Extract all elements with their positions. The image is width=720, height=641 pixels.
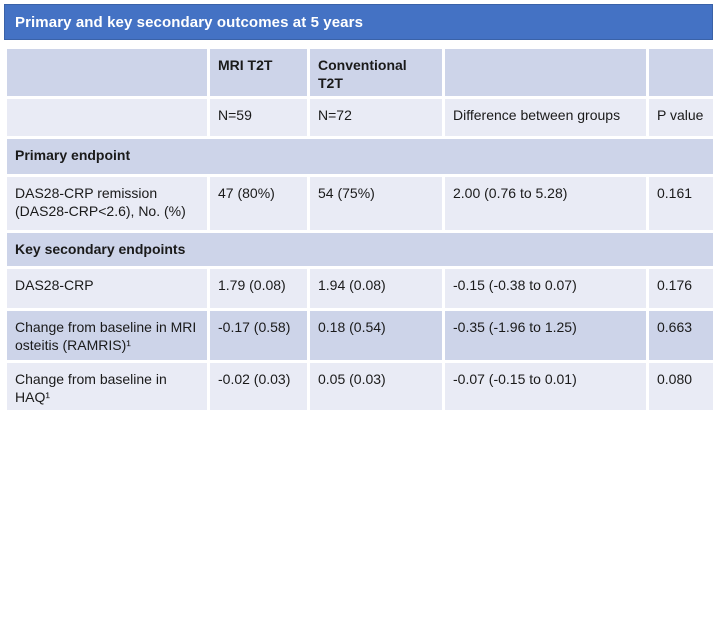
primary-endpoint-section-header: Primary endpoint <box>7 139 713 174</box>
difference-value-cell: 2.00 (0.76 to 5.28) <box>445 177 646 230</box>
empty-header-cell <box>649 49 713 96</box>
empty-corner-cell <box>7 49 207 96</box>
conventional-t2t-n-cell: N=72 <box>310 99 442 136</box>
outcomes-table: MRI T2T Conventional T2T N=59 N=72 Diffe… <box>4 46 716 413</box>
difference-column-header: Difference between groups <box>445 99 646 136</box>
subheader-row: N=59 N=72 Difference between groups P va… <box>7 99 713 136</box>
row-label-cell: Change from baseline in HAQ¹ <box>7 363 207 410</box>
mri-t2t-n-cell: N=59 <box>210 99 307 136</box>
pvalue-cell: 0.161 <box>649 177 713 230</box>
difference-value-cell: -0.07 (-0.15 to 0.01) <box>445 363 646 410</box>
table-row-das28-crp: DAS28-CRP 1.79 (0.08) 1.94 (0.08) -0.15 … <box>7 269 713 308</box>
mri-value-cell: 1.79 (0.08) <box>210 269 307 308</box>
table-title-bar: Primary and key secondary outcomes at 5 … <box>4 4 713 40</box>
table-row-haq: Change from baseline in HAQ¹ -0.02 (0.03… <box>7 363 713 410</box>
row-label-cell: DAS28-CRP remission (DAS28-CRP<2.6), No.… <box>7 177 207 230</box>
row-label-cell: DAS28-CRP <box>7 269 207 308</box>
conventional-value-cell: 1.94 (0.08) <box>310 269 442 308</box>
pvalue-cell: 0.080 <box>649 363 713 410</box>
conventional-value-cell: 54 (75%) <box>310 177 442 230</box>
pvalue-cell: 0.176 <box>649 269 713 308</box>
mri-value-cell: -0.17 (0.58) <box>210 311 307 360</box>
pvalue-column-header: P value <box>649 99 713 136</box>
section-row-primary: Primary endpoint <box>7 139 713 174</box>
difference-value-cell: -0.35 (-1.96 to 1.25) <box>445 311 646 360</box>
table-title: Primary and key secondary outcomes at 5 … <box>15 13 364 31</box>
table-row-das28-remission: DAS28-CRP remission (DAS28-CRP<2.6), No.… <box>7 177 713 230</box>
section-row-secondary: Key secondary endpoints <box>7 233 713 266</box>
group-header-row: MRI T2T Conventional T2T <box>7 49 713 96</box>
conventional-value-cell: 0.05 (0.03) <box>310 363 442 410</box>
pvalue-cell: 0.663 <box>649 311 713 360</box>
difference-value-cell: -0.15 (-0.38 to 0.07) <box>445 269 646 308</box>
table-row-mri-osteitis: Change from baseline in MRI osteitis (RA… <box>7 311 713 360</box>
empty-header-cell <box>445 49 646 96</box>
mri-value-cell: -0.02 (0.03) <box>210 363 307 410</box>
conventional-value-cell: 0.18 (0.54) <box>310 311 442 360</box>
mri-value-cell: 47 (80%) <box>210 177 307 230</box>
mri-t2t-column-header: MRI T2T <box>210 49 307 96</box>
key-secondary-section-header: Key secondary endpoints <box>7 233 713 266</box>
row-label-cell: Change from baseline in MRI osteitis (RA… <box>7 311 207 360</box>
empty-subheader-cell <box>7 99 207 136</box>
conventional-t2t-column-header: Conventional T2T <box>310 49 442 96</box>
